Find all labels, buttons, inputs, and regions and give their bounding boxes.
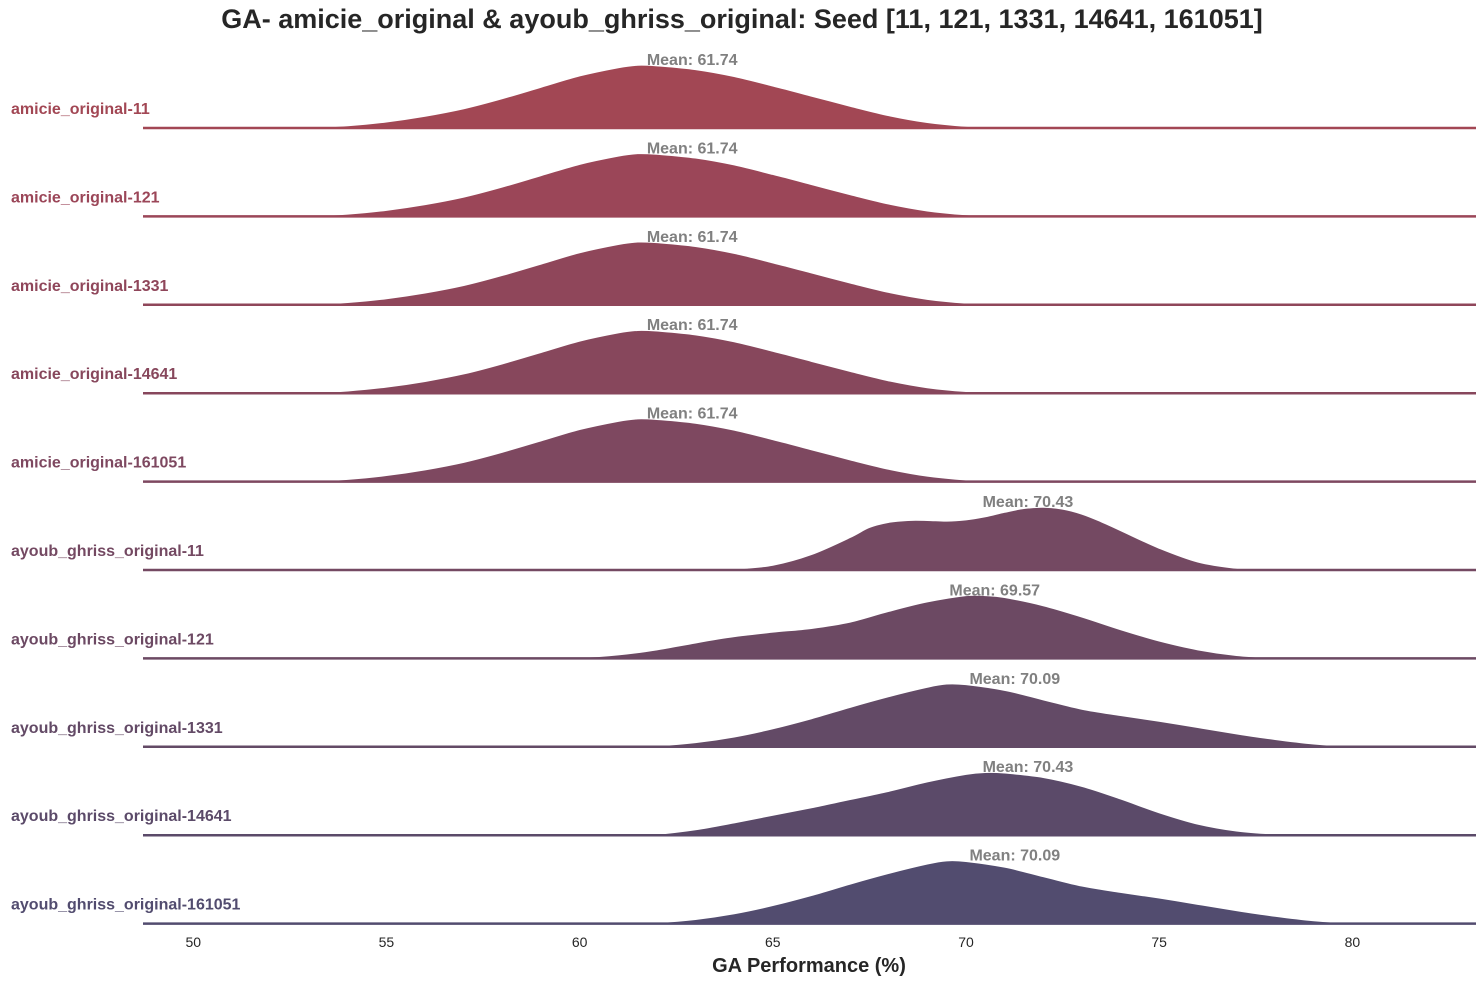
ridge-row: ayoub_ghriss_original-11 Mean: 70.43	[11, 494, 1476, 572]
density-area	[142, 594, 1476, 660]
ridge-row: amicie_original-1331 Mean: 61.74	[11, 229, 1476, 307]
mean-label: Mean: 61.74	[647, 406, 738, 423]
ridge-row: ayoub_ghriss_original-121 Mean: 69.57	[11, 582, 1476, 660]
mean-label: Mean: 61.74	[647, 229, 738, 246]
density-area	[143, 859, 1476, 925]
x-axis-label: GA Performance (%)	[712, 955, 906, 977]
mean-label: Mean: 70.43	[983, 494, 1074, 511]
mean-label: Mean: 61.74	[647, 140, 738, 157]
chart-title: GA- amicie_original & ayoub_ghriss_origi…	[221, 4, 1263, 34]
ridge-row: ayoub_ghriss_original-1331 Mean: 70.09	[11, 671, 1476, 749]
ridge-row: amicie_original-121 Mean: 61.74	[11, 140, 1476, 218]
mean-label: Mean: 70.09	[969, 848, 1060, 865]
ridge-row: amicie_original-14641 Mean: 61.74	[11, 317, 1476, 395]
series-label: ayoub_ghriss_original-121	[11, 631, 214, 648]
series-label: amicie_original-11	[11, 101, 150, 118]
ridge-row: amicie_original-161051 Mean: 61.74	[11, 406, 1476, 483]
x-tick-label: 60	[572, 934, 588, 950]
x-tick-label: 55	[379, 934, 395, 950]
x-tick-label: 70	[958, 934, 974, 950]
density-area	[143, 771, 1476, 836]
density-area	[143, 682, 1476, 748]
density-area	[143, 152, 1476, 218]
series-label: amicie_original-161051	[11, 455, 186, 472]
series-label: amicie_original-1331	[11, 278, 169, 295]
series-label: amicie_original-121	[11, 189, 160, 206]
density-area	[143, 240, 1476, 306]
mean-label: Mean: 61.74	[647, 317, 738, 334]
series-label: ayoub_ghriss_original-161051	[11, 897, 241, 914]
ridge-row: ayoub_ghriss_original-161051 Mean: 70.09	[11, 848, 1476, 925]
density-area	[143, 329, 1476, 394]
x-tick-label: 80	[1345, 934, 1361, 950]
series-label: ayoub_ghriss_original-14641	[11, 808, 232, 825]
x-tick-label: 75	[1151, 934, 1167, 950]
x-axis: 50 55 60 65 70 75 80	[185, 934, 1360, 950]
ridge-row: ayoub_ghriss_original-14641 Mean: 70.43	[11, 759, 1476, 837]
series-label: ayoub_ghriss_original-11	[11, 543, 204, 560]
density-area	[142, 64, 1476, 129]
series-label: amicie_original-14641	[11, 366, 177, 383]
mean-label: Mean: 70.09	[969, 671, 1060, 688]
mean-label: Mean: 61.74	[647, 52, 738, 69]
density-area	[143, 506, 1476, 571]
series-label: ayoub_ghriss_original-1331	[11, 720, 223, 737]
x-tick-label: 50	[185, 934, 201, 950]
mean-label: Mean: 69.57	[949, 582, 1040, 599]
ridge-row: amicie_original-11 Mean: 61.74	[11, 52, 1476, 130]
x-tick-label: 65	[765, 934, 781, 950]
mean-label: Mean: 70.43	[983, 759, 1074, 776]
density-area	[142, 417, 1476, 483]
